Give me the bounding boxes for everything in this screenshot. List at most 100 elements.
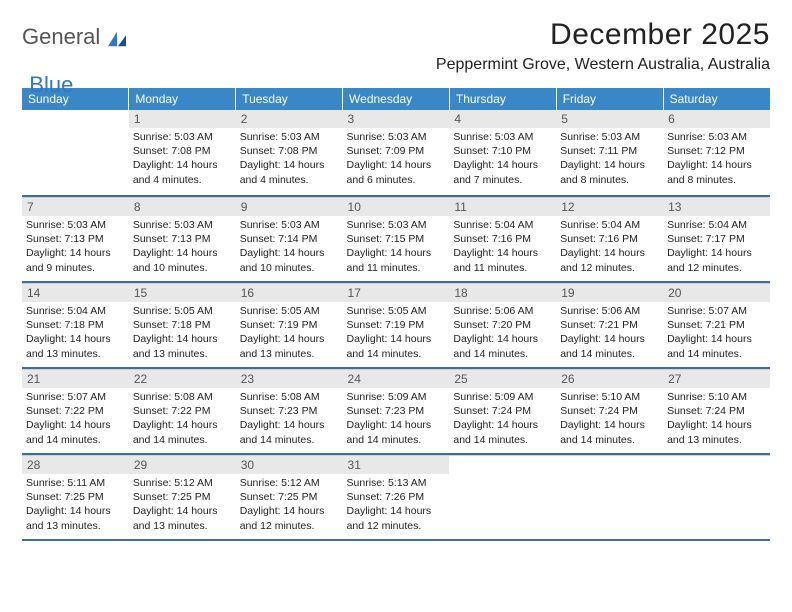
daylight-line: Daylight: 14 hours and 12 minutes. [667,246,766,274]
daylight-line: Daylight: 14 hours and 14 minutes. [560,418,659,446]
logo: General [22,24,128,50]
calendar-cell: 9 Sunrise: 5:03 AMSunset: 7:14 PMDaylight… [236,196,343,282]
logo-word-general: General [22,24,100,50]
calendar-cell: 6Sunrise: 5:03 AMSunset: 7:12 PMDaylight… [663,110,770,196]
day-info: Sunrise: 5:12 AMSunset: 7:25 PMDaylight:… [129,476,236,537]
sunrise-line: Sunrise: 5:03 AM [240,218,339,232]
day-number: 11 [449,197,556,216]
calendar-cell: 8Sunrise: 5:03 AMSunset: 7:13 PMDaylight… [129,196,236,282]
day-number: 14 [22,283,129,302]
daylight-line: Daylight: 14 hours and 6 minutes. [347,158,446,186]
day-number: 13 [663,197,770,216]
daylight-line: Daylight: 14 hours and 13 minutes. [133,504,232,532]
calendar-cell: 22 Sunrise: 5:08 AMSunset: 7:22 PMDayligh… [129,368,236,454]
sunrise-line: Sunrise: 5:03 AM [133,218,232,232]
calendar-cell: 26Sunrise: 5:10 AMSunset: 7:24 PMDayligh… [556,368,663,454]
sunrise-line: Sunrise: 5:05 AM [133,304,232,318]
day-info: Sunrise: 5:05 AMSunset: 7:19 PMDaylight:… [343,304,450,365]
day-number: 19 [556,283,663,302]
calendar-cell: 20Sunrise: 5:07 AMSunset: 7:21 PMDayligh… [663,282,770,368]
day-info: Sunrise: 5:05 AMSunset: 7:19 PMDaylight:… [236,304,343,365]
sunset-line: Sunset: 7:16 PM [453,232,552,246]
calendar-cell [449,454,556,540]
calendar-week-row: 1Sunrise: 5:03 AMSunset: 7:08 PMDaylight… [22,110,770,196]
day-info: Sunrise: 5:03 AMSunset: 7:14 PMDaylight:… [236,218,343,279]
sunrise-line: Sunrise: 5:06 AM [453,304,552,318]
sunrise-line: Sunrise: 5:10 AM [667,390,766,404]
calendar-cell: 1Sunrise: 5:03 AMSunset: 7:08 PMDaylight… [129,110,236,196]
sunrise-line: Sunrise: 5:03 AM [667,130,766,144]
day-number: 3 [343,110,450,128]
calendar-table: SundayMondayTuesdayWednesdayThursdayFrid… [22,88,770,541]
calendar-cell [663,454,770,540]
calendar-cell: 23Sunrise: 5:08 AMSunset: 7:23 PMDayligh… [236,368,343,454]
month-title: December 2025 [436,18,770,52]
sunset-line: Sunset: 7:22 PM [133,404,232,418]
day-info: Sunrise: 5:10 AMSunset: 7:24 PMDaylight:… [663,390,770,451]
day-number: 20 [663,283,770,302]
sunrise-line: Sunrise: 5:08 AM [133,390,232,404]
calendar-cell: 4Sunrise: 5:03 AMSunset: 7:10 PMDaylight… [449,110,556,196]
day-info: Sunrise: 5:11 AMSunset: 7:25 PMDaylight:… [22,476,129,537]
day-info: Sunrise: 5:03 AMSunset: 7:15 PMDaylight:… [343,218,450,279]
day-number: 9 [236,197,343,216]
sunset-line: Sunset: 7:08 PM [240,144,339,158]
weekday-header: Thursday [449,88,556,110]
daylight-line: Daylight: 14 hours and 14 minutes. [347,418,446,446]
sunset-line: Sunset: 7:19 PM [240,318,339,332]
daylight-line: Daylight: 14 hours and 8 minutes. [560,158,659,186]
weekday-header: Saturday [663,88,770,110]
day-number: 22 [129,369,236,388]
sunset-line: Sunset: 7:11 PM [560,144,659,158]
calendar-cell: 21Sunrise: 5:07 AMSunset: 7:22 PMDayligh… [22,368,129,454]
sunset-line: Sunset: 7:21 PM [667,318,766,332]
day-info: Sunrise: 5:09 AMSunset: 7:23 PMDaylight:… [343,390,450,451]
sunset-line: Sunset: 7:23 PM [240,404,339,418]
sunset-line: Sunset: 7:14 PM [240,232,339,246]
daylight-line: Daylight: 14 hours and 13 minutes. [240,332,339,360]
sunset-line: Sunset: 7:15 PM [347,232,446,246]
day-info: Sunrise: 5:04 AMSunset: 7:18 PMDaylight:… [22,304,129,365]
day-info: Sunrise: 5:07 AMSunset: 7:22 PMDaylight:… [22,390,129,451]
sunrise-line: Sunrise: 5:07 AM [667,304,766,318]
calendar-week-row: 21Sunrise: 5:07 AMSunset: 7:22 PMDayligh… [22,368,770,454]
calendar-cell: 13Sunrise: 5:04 AMSunset: 7:17 PMDayligh… [663,196,770,282]
sunset-line: Sunset: 7:18 PM [26,318,125,332]
calendar-cell: 12Sunrise: 5:04 AMSunset: 7:16 PMDayligh… [556,196,663,282]
day-number: 7 [22,197,129,216]
day-number: 18 [449,283,556,302]
sunrise-line: Sunrise: 5:12 AM [240,476,339,490]
sunrise-line: Sunrise: 5:09 AM [453,390,552,404]
calendar-cell: 7Sunrise: 5:03 AMSunset: 7:13 PMDaylight… [22,196,129,282]
day-info: Sunrise: 5:08 AMSunset: 7:22 PMDaylight:… [129,390,236,451]
day-info: Sunrise: 5:09 AMSunset: 7:24 PMDaylight:… [449,390,556,451]
day-info: Sunrise: 5:10 AMSunset: 7:24 PMDaylight:… [556,390,663,451]
day-number: 25 [449,369,556,388]
calendar-cell: 17Sunrise: 5:05 AMSunset: 7:19 PMDayligh… [343,282,450,368]
sunrise-line: Sunrise: 5:07 AM [26,390,125,404]
day-number: 29 [129,455,236,474]
sunset-line: Sunset: 7:25 PM [240,490,339,504]
sunrise-line: Sunrise: 5:10 AM [560,390,659,404]
sunrise-line: Sunrise: 5:03 AM [347,218,446,232]
day-number: 28 [22,455,129,474]
day-number: 8 [129,197,236,216]
daylight-line: Daylight: 14 hours and 4 minutes. [133,158,232,186]
day-number: 6 [663,110,770,128]
sunset-line: Sunset: 7:18 PM [133,318,232,332]
sunrise-line: Sunrise: 5:09 AM [347,390,446,404]
sunrise-line: Sunrise: 5:13 AM [347,476,446,490]
calendar-cell: 5Sunrise: 5:03 AMSunset: 7:11 PMDaylight… [556,110,663,196]
day-number: 27 [663,369,770,388]
calendar-cell: 31Sunrise: 5:13 AMSunset: 7:26 PMDayligh… [343,454,450,540]
daylight-line: Daylight: 14 hours and 11 minutes. [453,246,552,274]
day-info: Sunrise: 5:04 AMSunset: 7:16 PMDaylight:… [449,218,556,279]
sunrise-line: Sunrise: 5:03 AM [26,218,125,232]
daylight-line: Daylight: 14 hours and 14 minutes. [453,332,552,360]
sunset-line: Sunset: 7:24 PM [667,404,766,418]
location: Peppermint Grove, Western Australia, Aus… [436,56,770,74]
sunset-line: Sunset: 7:25 PM [26,490,125,504]
day-number: 30 [236,455,343,474]
sunrise-line: Sunrise: 5:04 AM [667,218,766,232]
day-info: Sunrise: 5:06 AMSunset: 7:20 PMDaylight:… [449,304,556,365]
